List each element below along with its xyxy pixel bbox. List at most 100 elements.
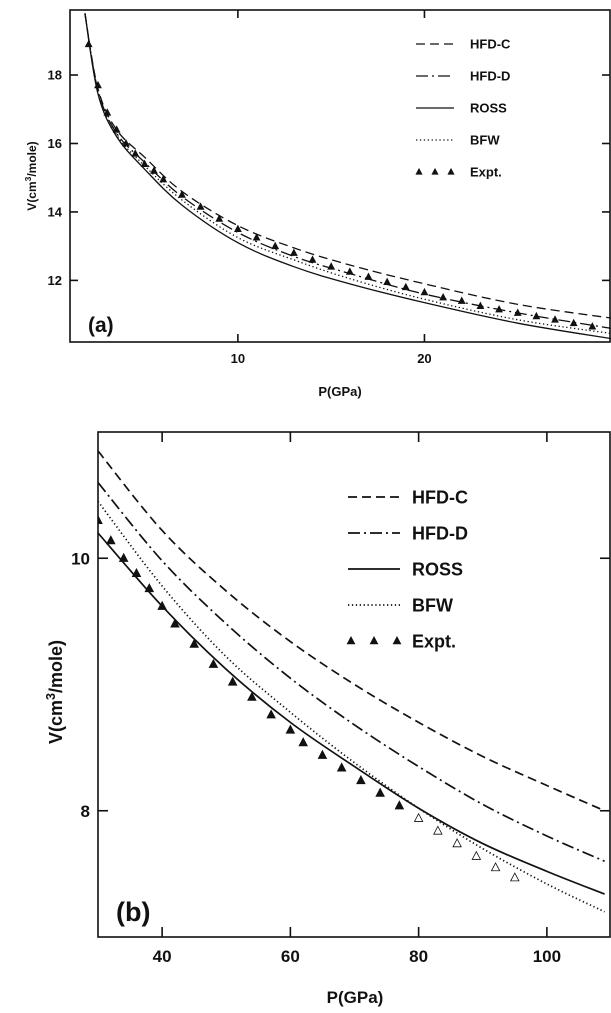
expt-point: [375, 787, 385, 797]
y-tick-label: 18: [48, 68, 62, 83]
legend-label: HFD-C: [470, 37, 511, 52]
legend-label: BFW: [412, 595, 453, 615]
expt-point: [252, 233, 261, 241]
series-hfd-c-line: [84, 13, 611, 319]
panel-b: 40 60 80 100 8 10 P(GPa) V(cm3/mole) (b) HFD-C HFD…: [44, 431, 611, 1007]
y-axis-label-sup: 3: [23, 176, 33, 181]
expt-point: [94, 80, 102, 89]
expt-point: [98, 514, 103, 524]
series-hfd-d-line: [98, 481, 605, 863]
legend-expt-marker: [431, 167, 439, 175]
expt-point: [233, 224, 242, 232]
expt-point: [364, 272, 373, 280]
panel-a: 10 20 12 14 16 18 P(GPa) V(cm3/mole) (a) HFD-C HFD…: [23, 9, 611, 399]
legend-label: Expt.: [412, 631, 456, 651]
legend-label: Expt.: [470, 165, 502, 180]
expt-point: [401, 282, 410, 291]
legend-label: HFD-D: [470, 69, 510, 84]
expt-point: [490, 862, 501, 872]
expt-point: [317, 749, 328, 759]
x-tick-label: 40: [153, 947, 172, 966]
x-tick-label: 100: [533, 947, 561, 966]
expt-point: [271, 241, 280, 250]
expt-point: [289, 248, 298, 256]
series-group: [98, 450, 605, 913]
expt-point: [106, 535, 116, 545]
y-axis-label: V(cm3/mole): [23, 141, 39, 210]
series-bfw-line: [98, 500, 605, 913]
legend-expt-marker: [369, 636, 379, 645]
legend-expt-marker: [392, 636, 402, 645]
series-ross-line: [98, 532, 605, 895]
x-tick-label: 10: [231, 351, 245, 366]
plot-frame: [97, 431, 611, 938]
expt-point: [336, 762, 347, 772]
x-tick-label: 60: [281, 947, 300, 966]
plot-frame: [69, 9, 611, 343]
expt-point: [189, 638, 199, 648]
y-tick-label: 10: [71, 549, 90, 568]
expt-point: [215, 214, 224, 222]
y-axis-label-sup: 3: [44, 693, 58, 700]
expt-point: [150, 166, 158, 174]
expt-point: [308, 255, 317, 263]
expt-point: [159, 174, 168, 183]
expt-point: [122, 139, 130, 147]
expt-point: [298, 737, 309, 747]
expt-point: [532, 311, 541, 320]
series-hfd-d-line: [84, 13, 611, 329]
panel-label: (b): [116, 897, 150, 927]
x-axis-label: P(GPa): [318, 384, 361, 399]
expt-point: [457, 296, 466, 304]
expt-point: [413, 812, 424, 822]
expt-point: [420, 287, 429, 296]
expt-point: [394, 800, 405, 810]
x-tick-label: 20: [417, 351, 431, 366]
expt-point: [131, 567, 142, 578]
expt-point: [247, 691, 257, 701]
expt-point: [471, 850, 482, 860]
expt-point: [196, 202, 205, 210]
x-axis-label: P(GPa): [327, 988, 384, 1007]
expt-point: [157, 600, 167, 610]
y-axis-label-main: V(cm: [46, 700, 66, 744]
expt-point: [327, 262, 336, 270]
legend-label: ROSS: [470, 101, 507, 116]
expt-point: [131, 149, 140, 157]
expt-point: [383, 277, 392, 286]
expt-point: [118, 552, 129, 562]
expt-point: [513, 308, 522, 316]
y-tick-label: 14: [48, 205, 63, 220]
expt-point: [495, 305, 503, 313]
expt-point: [84, 39, 93, 48]
legend-expt-marker: [346, 636, 356, 645]
series-ross-line: [84, 13, 611, 340]
expt-point: [551, 315, 559, 323]
expt-point: [588, 322, 597, 330]
y-tick-label: 8: [81, 802, 90, 821]
legend-label: ROSS: [412, 559, 463, 579]
expt-point: [345, 267, 354, 275]
expt-point: [510, 872, 520, 882]
expt-point: [227, 676, 238, 686]
expt-point: [112, 125, 121, 133]
expt-point: [356, 774, 366, 785]
y-tick-label: 16: [48, 136, 62, 151]
expt-point: [178, 190, 186, 198]
expt-point: [266, 709, 276, 719]
series-hfd-c-line: [98, 450, 605, 812]
expt-point: [433, 825, 443, 835]
legend-expt-marker: [447, 167, 455, 175]
expt-point: [140, 159, 149, 167]
expt-point: [208, 658, 219, 668]
y-axis-label: V(cm3/mole): [44, 640, 66, 744]
expt-point: [170, 618, 180, 628]
expt-point: [103, 108, 112, 116]
y-axis-label-main: V(cm: [25, 181, 39, 210]
expt-point: [569, 318, 578, 327]
y-axis-label-tail: /mole): [25, 141, 39, 176]
series-group: [84, 13, 611, 340]
x-tick-label: 80: [409, 947, 428, 966]
panel-label: (a): [88, 314, 114, 337]
